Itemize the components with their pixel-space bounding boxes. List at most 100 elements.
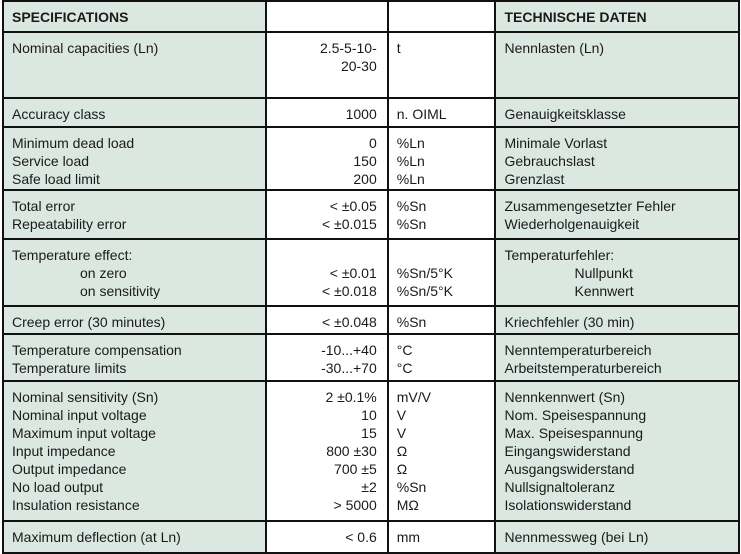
spec-value: 2 ±0.1% xyxy=(325,389,377,405)
spec-label-cell: Temperature compensation Temperature limi… xyxy=(1,333,268,382)
spec-value: -30...+70 xyxy=(321,360,377,376)
spec-value-cell: 2.5-5-10- 20-30 xyxy=(265,31,389,99)
spec-label-cell: Total error Repeatability error xyxy=(1,189,268,240)
spec-unit-cell: %Ln %Ln %Ln xyxy=(386,126,497,191)
spec-label-de: Minimale Vorlast xyxy=(504,135,608,151)
spec-value xyxy=(275,246,377,264)
spec-group-row: Creep error (30 minutes) < ±0.048 %Sn Kriec… xyxy=(1,305,740,335)
spec-unit: t xyxy=(396,40,401,56)
spec-label-de: Nennmessweg (bei Ln) xyxy=(504,529,649,545)
spec-label-de: Max. Speisespannung xyxy=(504,425,644,441)
spec-unit: V xyxy=(396,425,407,441)
spec-value: 200 xyxy=(353,171,377,187)
spec-unit: V xyxy=(396,407,407,423)
spec-unit: %Ln xyxy=(396,171,425,187)
spec-label-de: Nennlasten (Ln) xyxy=(504,40,605,56)
spec-unit: Ω xyxy=(396,461,408,477)
header-row: SPECIFICATIONS TECHNISCHE DATEN xyxy=(1,0,740,33)
spec-label-de: Isolationswiderstand xyxy=(504,497,632,513)
spec-unit-cell: mm xyxy=(386,520,497,554)
spec-unit-cell: mV/V V V Ω Ω %Sn MΩ xyxy=(386,380,497,522)
spec-label-de-cell: Nenntemperaturbereich Arbeitstemperaturbe… xyxy=(494,333,740,382)
spec-value-cell: 0 150 200 xyxy=(265,126,389,191)
spec-value: 2.5-5-10- xyxy=(319,40,377,56)
spec-unit: °C xyxy=(396,342,413,358)
spec-label-de: Arbeitstemperaturbereich xyxy=(504,360,662,376)
spec-label-de: Kriechfehler (30 min) xyxy=(504,314,635,330)
spec-label: Temperature compensation xyxy=(12,342,182,358)
spec-label-cell: Nominal sensitivity (Sn) Nominal input vo… xyxy=(1,380,268,522)
spec-label: Output impedance xyxy=(12,461,127,477)
spec-unit: °C xyxy=(396,360,413,376)
spec-label-de: Kennwert xyxy=(574,283,634,299)
spec-label-de: Wiederholgenauigkeit xyxy=(504,216,640,232)
spec-unit: %Sn xyxy=(396,198,427,214)
spec-label: Temperature effect: xyxy=(12,247,133,263)
spec-label-de-cell: Nennkennwert (Sn) Nom. Speisespannung Max.… xyxy=(494,380,740,522)
spec-label: Temperature limits xyxy=(12,360,127,376)
header-value xyxy=(265,0,389,33)
spec-value-cell: 2 ±0.1% 10 15 800 ±30 700 ±5 ±2 > 5000 xyxy=(265,380,389,522)
spec-group-row: Temperature effect: on zero on sensitivity… xyxy=(1,238,740,307)
spec-value: 800 ±30 xyxy=(326,443,377,459)
spec-value-cell: < ±0.01 < ±0.018 xyxy=(265,238,389,307)
spec-unit: mm xyxy=(396,529,421,545)
spec-label: on sensitivity xyxy=(80,283,161,299)
spec-label-cell: Maximum deflection (at Ln) xyxy=(1,520,268,554)
spec-label: Minimum dead load xyxy=(12,135,135,151)
spec-label-de: Nennkennwert (Sn) xyxy=(504,389,626,405)
spec-label: Accuracy class xyxy=(12,106,106,122)
header-de: TECHNISCHE DATEN xyxy=(494,0,740,33)
spec-label-de: Zusammengesetzter Fehler xyxy=(504,198,676,214)
spec-group-row: Nominal sensitivity (Sn) Nominal input vo… xyxy=(1,380,740,522)
spec-value: < ±0.015 xyxy=(321,216,377,232)
spec-label-cell: Minimum dead load Service load Safe load l… xyxy=(1,126,268,191)
spec-value: 10 xyxy=(361,407,377,423)
spec-unit-cell: %Sn xyxy=(386,305,497,335)
spec-label-de-cell: Zusammengesetzter Fehler Wiederholgenauig… xyxy=(494,189,740,240)
spec-label-de-cell: Temperaturfehler: Nullpunkt Kennwert xyxy=(494,238,740,307)
spec-group-row: Nominal capacities (Ln) 2.5-5-10- 20-30 t Ne… xyxy=(1,31,740,99)
spec-unit: %Ln xyxy=(396,153,425,169)
spec-label: Insulation resistance xyxy=(12,497,140,513)
spec-label-de: Nom. Speisespannung xyxy=(504,407,647,423)
spec-value: < ±0.048 xyxy=(321,314,377,330)
spec-label-de: Genauigkeitsklasse xyxy=(504,106,626,122)
spec-value: 1000 xyxy=(345,106,377,122)
spec-unit: %Sn xyxy=(396,216,427,232)
spec-unit: %Sn xyxy=(396,479,427,495)
spec-label: Creep error (30 minutes) xyxy=(12,314,166,330)
spec-unit: Ω xyxy=(396,443,408,459)
spec-unit: %Sn/5°K xyxy=(396,265,453,281)
spec-label: Nominal capacities (Ln) xyxy=(12,40,159,56)
spec-label: Maximum deflection (at Ln) xyxy=(12,529,181,545)
spec-unit: n. OIML xyxy=(396,106,447,122)
spec-value: 20-30 xyxy=(340,58,377,74)
spec-value-cell: -10...+40 -30...+70 xyxy=(265,333,389,382)
spec-value: < ±0.018 xyxy=(321,283,377,299)
spec-label: Maximum input voltage xyxy=(12,425,156,441)
spec-label-de-cell: Nennmessweg (bei Ln) xyxy=(494,520,740,554)
spec-unit-cell: %Sn %Sn xyxy=(386,189,497,240)
spec-value: 0 xyxy=(368,135,377,151)
spec-group-row: Total error Repeatability error < ±0.05 < ±… xyxy=(1,189,740,240)
spec-label: Nominal input voltage xyxy=(12,407,147,423)
spec-label-de: Eingangswiderstand xyxy=(504,443,631,459)
spec-label-de-cell: Minimale Vorlast Gebrauchslast Grenzlast xyxy=(494,126,740,191)
spec-label-de: Nullsignaltoleranz xyxy=(504,479,615,495)
spec-group-row: Maximum deflection (at Ln) < 0.6 mm Nennmes… xyxy=(1,520,740,554)
spec-label-de: Grenzlast xyxy=(504,171,565,187)
spec-value: > 5000 xyxy=(333,497,377,513)
spec-label-cell: Nominal capacities (Ln) xyxy=(1,31,268,99)
spec-unit-cell: %Sn/5°K %Sn/5°K xyxy=(386,238,497,307)
spec-label: Nominal sensitivity (Sn) xyxy=(12,389,159,405)
spec-value: < 0.6 xyxy=(345,529,377,545)
spec-value: -10...+40 xyxy=(321,342,377,358)
header-unit xyxy=(386,0,497,33)
spec-label: Total error xyxy=(12,198,76,214)
spec-label-de: Nenntemperaturbereich xyxy=(504,342,652,358)
spec-label-de: Ausgangswiderstand xyxy=(504,461,635,477)
spec-unit-cell: °C °C xyxy=(386,333,497,382)
spec-label-cell: Temperature effect: on zero on sensitivity xyxy=(1,238,268,307)
